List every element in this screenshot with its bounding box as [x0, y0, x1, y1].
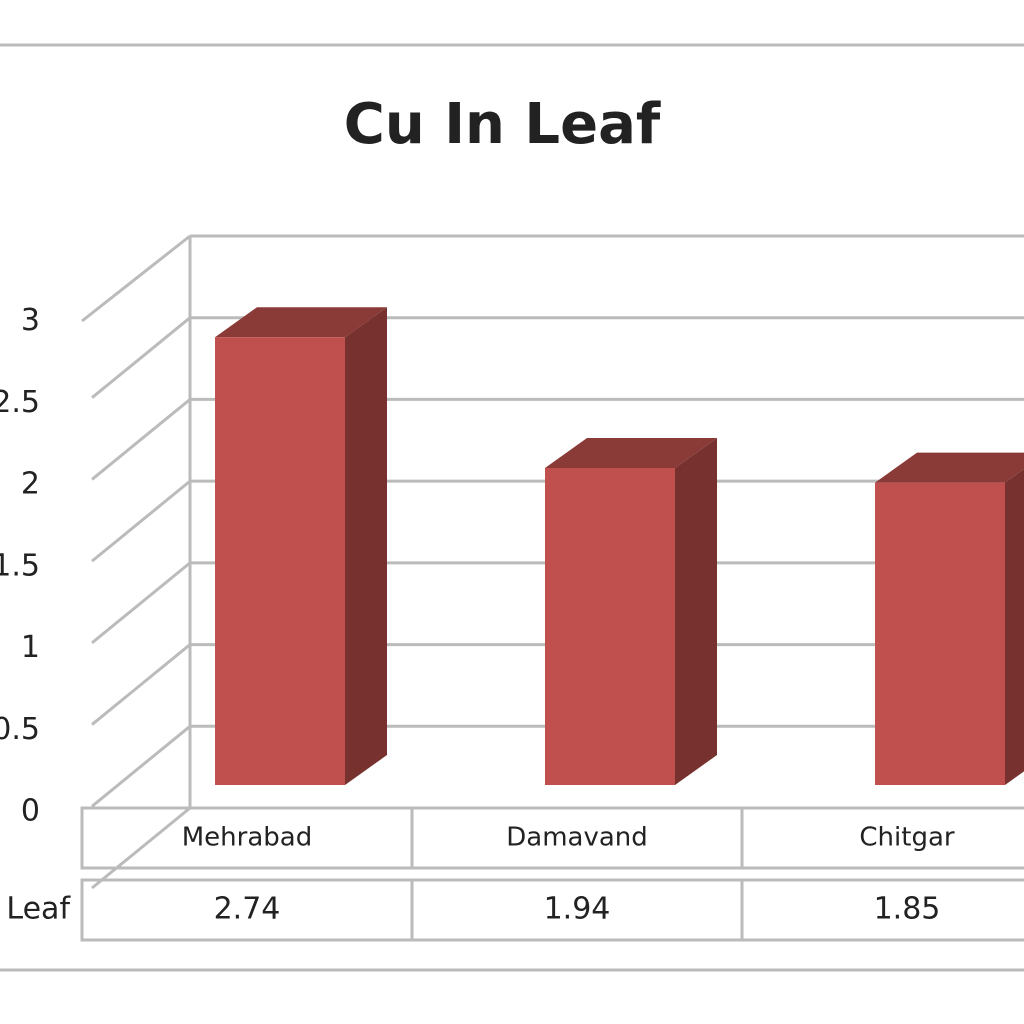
- grid-line: [91, 398, 191, 481]
- bar-side: [1005, 469, 1024, 785]
- bar-front: [545, 467, 675, 785]
- y-tick-label: 0: [21, 794, 40, 829]
- bar: [875, 452, 1024, 785]
- bar-top: [875, 452, 1024, 483]
- table-row-label: Cu In Leaf: [0, 892, 71, 927]
- x-tick-label: Damavand: [506, 823, 648, 853]
- grid-line: [91, 561, 191, 645]
- y-tick-label: 2.5: [0, 385, 40, 420]
- y-tick-label: 0.5: [0, 712, 40, 747]
- bar-side: [675, 437, 717, 785]
- y-tick-label: 3: [21, 303, 40, 338]
- bar-top: [215, 307, 387, 338]
- y-tick-label: 2: [21, 467, 40, 502]
- table-cell: [740, 878, 1024, 942]
- chart-title: Cu In Leaf: [344, 92, 661, 157]
- bar-front: [215, 337, 345, 785]
- table-cell: [740, 806, 1024, 870]
- table-value: 2.74: [214, 892, 281, 927]
- bar-top: [545, 437, 717, 468]
- grid-line: [91, 725, 191, 808]
- bar-front: [875, 482, 1005, 785]
- bar: [215, 307, 387, 785]
- grid-line: [91, 643, 191, 726]
- y-tick-label: 1: [21, 630, 40, 665]
- table-value: 1.85: [874, 892, 941, 927]
- grid-line: [91, 806, 191, 890]
- y-tick-label: 1.5: [0, 548, 40, 583]
- table-value: 1.94: [544, 892, 611, 927]
- x-tick-label: Mehrabad: [182, 823, 312, 853]
- grid-line: [91, 479, 191, 563]
- chart-frame: [0, 43, 1024, 972]
- x-tick-label: Chitgar: [859, 823, 954, 853]
- grid-line: [91, 316, 191, 399]
- bar: [545, 437, 717, 785]
- bar-side: [345, 307, 387, 785]
- wall-edge: [81, 234, 191, 323]
